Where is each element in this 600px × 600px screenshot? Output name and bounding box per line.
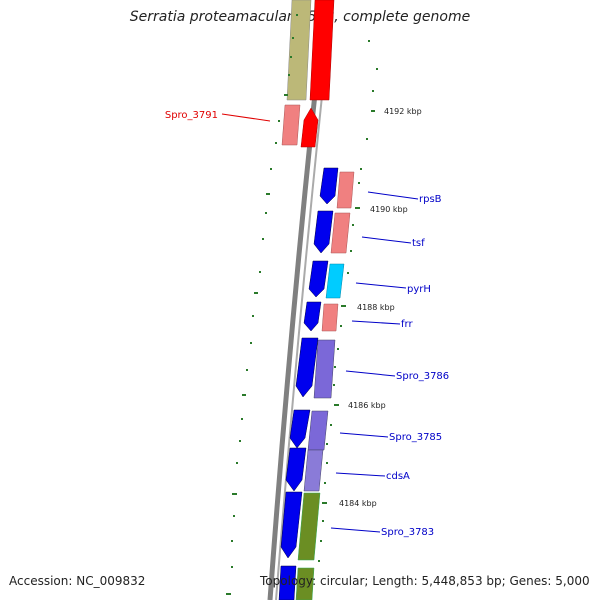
blue-cds-cdsA — [285, 447, 307, 492]
accession-text: Accession: NC_009832 — [9, 574, 146, 588]
leader-rpsB — [367, 191, 419, 200]
purple-cdsA — [303, 449, 324, 492]
blue-cds-3785 — [289, 409, 311, 449]
gene-label: cdsA — [386, 471, 410, 482]
leader-spro3786 — [345, 370, 396, 377]
scale-label: 4188 kbp — [357, 303, 395, 312]
gene-label: Spro_3791 — [165, 110, 218, 121]
gene-label: Spro_3783 — [381, 527, 434, 538]
red-feature — [309, 0, 335, 101]
topology-text: Topology: circular; Length: 5,448,853 bp… — [260, 574, 590, 588]
olive-feature — [286, 0, 312, 101]
scale-label: 4186 kbp — [348, 401, 386, 410]
blue-cds-bottom — [278, 565, 297, 600]
pink-feature-3791 — [281, 104, 301, 146]
olive-3783 — [297, 492, 321, 561]
gene-label: pyrH — [407, 284, 431, 295]
purple-3785 — [307, 410, 329, 451]
tick-marks-left — [226, 14, 298, 595]
leader-spro3785 — [339, 432, 389, 438]
scale-label: 4190 kbp — [370, 205, 408, 214]
leader-cdsA — [335, 472, 386, 477]
leader-tsf — [361, 236, 412, 244]
pink-frr — [321, 303, 339, 332]
gene-label: frr — [401, 319, 413, 330]
red-cds-3791 — [300, 107, 319, 148]
olive-bottom — [295, 567, 315, 600]
gene-label: tsf — [412, 238, 425, 249]
leader-frr — [351, 320, 401, 325]
blue-cds-rpsB — [319, 167, 339, 205]
cyan-pyrH — [325, 263, 345, 299]
scale-label: 4184 kbp — [339, 499, 377, 508]
gene-label: Spro_3785 — [389, 432, 442, 443]
blue-cds-pyrH — [308, 260, 329, 298]
blue-cds-3786 — [295, 337, 319, 398]
gene-label: rpsB — [419, 194, 442, 205]
blue-cds-3783 — [280, 491, 303, 559]
leader-spro3783 — [330, 527, 381, 533]
blue-cds-tsf — [313, 210, 334, 254]
pink-rpsB — [336, 171, 355, 209]
scale-label: 4192 kbp — [384, 107, 422, 116]
pink-tsf — [330, 212, 351, 254]
gene-label: Spro_3786 — [396, 371, 449, 382]
leader-spro3791 — [221, 113, 271, 122]
blue-cds-frr — [303, 301, 322, 332]
leader-pyrH — [355, 282, 407, 289]
purple-3786 — [313, 339, 336, 399]
tick-marks-right — [318, 40, 378, 562]
